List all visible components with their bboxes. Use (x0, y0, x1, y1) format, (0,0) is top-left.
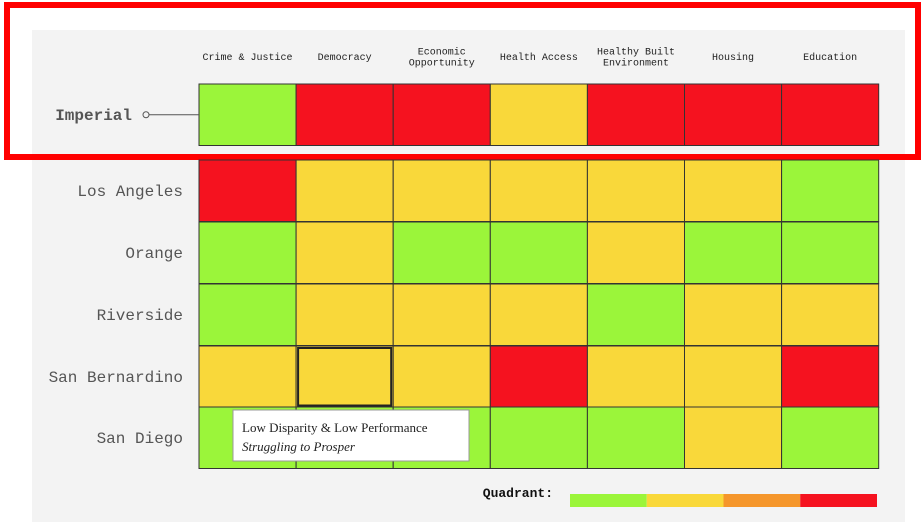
cell[interactable] (392, 83, 491, 146)
row-label: Orange (125, 245, 183, 263)
header-line: Opportunity (409, 58, 475, 70)
column-header: Education (803, 52, 857, 64)
cell[interactable] (684, 83, 783, 146)
column-header: Crime & Justice (203, 52, 293, 64)
row-label: San Diego (97, 430, 183, 448)
legend-swatch (570, 494, 647, 507)
cell[interactable] (198, 159, 297, 222)
legend-swatch (646, 494, 724, 507)
row-label: San Bernardino (49, 369, 183, 387)
cell[interactable] (586, 83, 686, 146)
cell[interactable] (781, 221, 880, 284)
cell[interactable] (781, 406, 880, 469)
cell[interactable] (198, 345, 297, 408)
cell[interactable] (198, 83, 297, 146)
cell[interactable] (684, 159, 783, 222)
tooltip-subtitle: Struggling to Prosper (242, 439, 356, 454)
header-line: Democracy (318, 53, 372, 64)
cell[interactable] (198, 221, 297, 284)
header-line: Economic (418, 47, 466, 59)
cell[interactable] (295, 159, 394, 222)
cell[interactable] (392, 221, 491, 284)
column-header: Economic Opportunity (409, 47, 475, 70)
cell[interactable] (684, 345, 783, 408)
header-line: Housing (712, 52, 754, 64)
cell[interactable] (489, 159, 588, 222)
column-header: Health Access (500, 52, 578, 64)
row-label: Los Angeles (77, 183, 183, 201)
header-line: Environment (603, 58, 669, 70)
cell[interactable] (489, 406, 588, 469)
cell[interactable] (489, 283, 588, 346)
cell[interactable] (586, 159, 686, 222)
cell[interactable] (295, 83, 394, 146)
header-line: Health Access (500, 52, 578, 64)
legend-swatch (723, 494, 801, 507)
cell[interactable] (781, 83, 880, 146)
cell[interactable] (684, 283, 783, 346)
legend-swatch (800, 494, 877, 507)
cell[interactable] (392, 345, 491, 408)
cell[interactable] (781, 159, 880, 222)
header-line: Healthy Built (597, 47, 675, 59)
cell[interactable] (489, 221, 588, 284)
column-header: Housing (712, 52, 754, 64)
cell[interactable] (586, 283, 686, 346)
selected-cell (297, 347, 393, 407)
row-label: Imperial (55, 107, 132, 125)
highlight-box (4, 2, 921, 160)
cell[interactable] (586, 406, 686, 469)
cell[interactable] (392, 283, 491, 346)
cell[interactable] (781, 283, 880, 346)
cell[interactable] (586, 221, 686, 284)
cell[interactable] (198, 283, 297, 346)
cell[interactable] (295, 345, 394, 408)
tooltip-title: Low Disparity & Low Performance (242, 420, 428, 435)
cell[interactable] (781, 345, 880, 408)
column-header: Democracy (318, 53, 372, 64)
legend-label: Quadrant: (483, 486, 553, 501)
cell[interactable] (295, 283, 394, 346)
header-line: Education (803, 52, 857, 64)
tooltip (232, 409, 470, 462)
header-line: Crime & Justice (203, 52, 293, 64)
cell[interactable] (489, 83, 588, 146)
cell[interactable] (586, 345, 686, 408)
cell[interactable] (489, 345, 588, 408)
cell[interactable] (295, 221, 394, 284)
cell[interactable] (392, 159, 491, 222)
cell[interactable] (684, 221, 783, 284)
cell[interactable] (684, 406, 783, 469)
column-header: Healthy Built Environment (597, 47, 675, 70)
row-label: Riverside (97, 307, 183, 325)
